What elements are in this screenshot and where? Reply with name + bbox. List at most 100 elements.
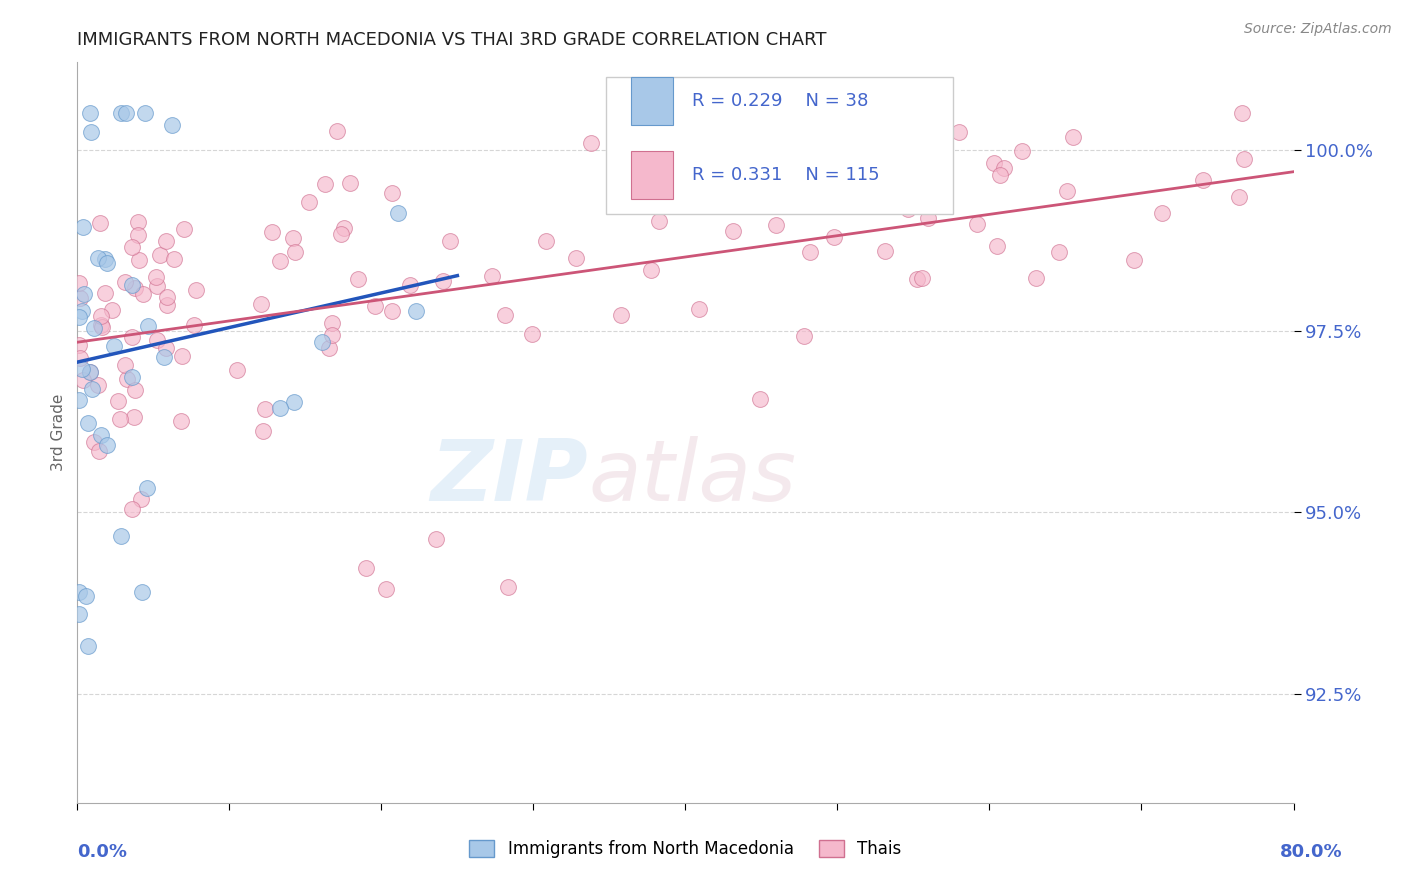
Point bbox=[90, 428, 112, 442]
Point bbox=[1056, 184, 1078, 198]
Point bbox=[565, 252, 588, 266]
Point bbox=[1025, 271, 1047, 285]
Point bbox=[1227, 190, 1250, 204]
Point bbox=[311, 334, 333, 349]
Point bbox=[799, 244, 821, 259]
Point bbox=[124, 383, 146, 397]
Point bbox=[121, 502, 143, 516]
Point bbox=[115, 372, 138, 386]
Point bbox=[156, 298, 179, 312]
Point bbox=[127, 215, 149, 229]
Legend: Immigrants from North Macedonia, Thais: Immigrants from North Macedonia, Thais bbox=[463, 833, 908, 865]
Point bbox=[172, 349, 194, 363]
Point bbox=[321, 316, 343, 330]
Point bbox=[173, 221, 195, 235]
Point bbox=[145, 278, 167, 293]
Point bbox=[749, 392, 772, 406]
Text: 80.0%: 80.0% bbox=[1279, 843, 1343, 861]
Text: Source: ZipAtlas.com: Source: ZipAtlas.com bbox=[1244, 22, 1392, 37]
Point bbox=[115, 106, 138, 120]
Point bbox=[103, 339, 125, 353]
Point bbox=[90, 320, 112, 334]
Point bbox=[67, 584, 90, 599]
Point bbox=[765, 219, 787, 233]
Point bbox=[79, 365, 101, 379]
Point bbox=[149, 247, 172, 261]
Point bbox=[314, 177, 336, 191]
Point bbox=[793, 328, 815, 343]
Point bbox=[768, 176, 790, 190]
Point bbox=[579, 136, 602, 150]
Point bbox=[79, 106, 101, 120]
Point bbox=[432, 274, 454, 288]
Point bbox=[897, 202, 920, 217]
Point bbox=[269, 254, 291, 268]
Point bbox=[823, 229, 845, 244]
Point bbox=[90, 318, 112, 332]
Point bbox=[83, 434, 105, 449]
Point bbox=[983, 155, 1005, 169]
Point bbox=[381, 186, 404, 201]
Point bbox=[136, 318, 159, 333]
Point bbox=[283, 395, 305, 409]
Point bbox=[283, 231, 305, 245]
Point bbox=[72, 286, 94, 301]
Point bbox=[481, 268, 503, 283]
Point bbox=[75, 589, 97, 603]
Point bbox=[948, 125, 970, 139]
Point bbox=[146, 333, 169, 347]
Point bbox=[69, 351, 91, 366]
Point bbox=[688, 301, 710, 316]
Point bbox=[1233, 152, 1256, 166]
Point bbox=[494, 308, 516, 322]
Point bbox=[405, 304, 427, 318]
Y-axis label: 3rd Grade: 3rd Grade bbox=[51, 394, 66, 471]
Text: atlas: atlas bbox=[588, 435, 796, 518]
Point bbox=[425, 533, 447, 547]
Point bbox=[496, 580, 519, 594]
Point bbox=[67, 392, 90, 407]
Point bbox=[70, 304, 93, 318]
Point bbox=[839, 167, 862, 181]
Point bbox=[253, 402, 276, 417]
Point bbox=[399, 277, 422, 292]
Point bbox=[134, 106, 156, 120]
Point bbox=[89, 215, 111, 229]
Point bbox=[1152, 206, 1174, 220]
Point bbox=[67, 310, 90, 325]
Point bbox=[873, 244, 896, 259]
Point bbox=[387, 206, 409, 220]
Point bbox=[330, 227, 353, 241]
Point bbox=[77, 416, 100, 430]
Point bbox=[124, 281, 146, 295]
Point bbox=[993, 161, 1015, 176]
Point bbox=[67, 276, 90, 290]
Point bbox=[298, 195, 321, 210]
Point bbox=[609, 308, 631, 322]
Point bbox=[917, 211, 939, 225]
Point bbox=[121, 277, 143, 292]
Point bbox=[356, 561, 378, 575]
Point bbox=[80, 125, 103, 139]
Point bbox=[80, 383, 103, 397]
Point bbox=[318, 341, 340, 355]
Point bbox=[339, 176, 361, 190]
Point bbox=[128, 252, 150, 267]
Point bbox=[326, 124, 349, 138]
Bar bbox=[631, 152, 673, 200]
Point bbox=[522, 326, 544, 341]
Point bbox=[536, 234, 558, 248]
Text: ZIP: ZIP bbox=[430, 435, 588, 518]
Point bbox=[156, 290, 179, 304]
Point bbox=[249, 297, 271, 311]
Point bbox=[72, 373, 94, 387]
Point bbox=[70, 362, 93, 376]
Point bbox=[87, 444, 110, 458]
Point bbox=[988, 168, 1011, 182]
Point bbox=[114, 358, 136, 372]
Point bbox=[152, 350, 174, 364]
Point bbox=[94, 252, 117, 267]
Point bbox=[648, 214, 671, 228]
Point bbox=[907, 272, 929, 286]
Point bbox=[121, 240, 143, 254]
